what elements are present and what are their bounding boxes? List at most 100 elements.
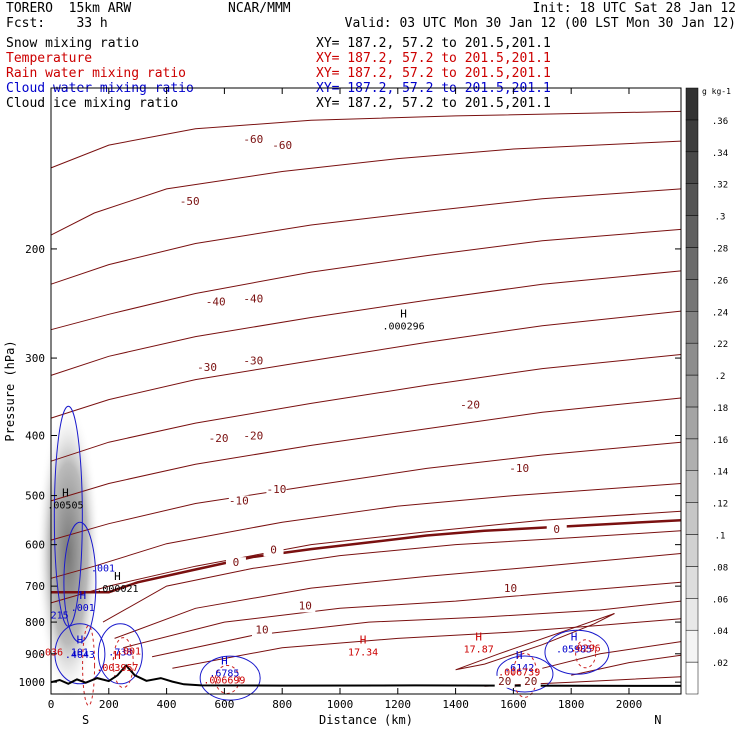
label-mask	[460, 399, 481, 412]
temperature-contour	[50, 140, 682, 236]
maximum-value: 17.34	[348, 647, 378, 658]
center-label: NCAR/MMM	[228, 1, 291, 16]
temperature-label: -30	[243, 354, 263, 367]
colorbar-cell	[685, 342, 699, 376]
label-mask	[243, 355, 264, 368]
temperature-contour	[172, 618, 682, 669]
maximum-marker: H	[77, 633, 84, 646]
temperature-contour	[542, 641, 682, 669]
maximum-marker: H	[516, 649, 523, 662]
maximum-value: .6785	[209, 669, 239, 680]
temperature-label: 10	[255, 624, 268, 637]
colorbar-cell	[685, 406, 699, 440]
x-tick-label: 2000	[616, 698, 643, 711]
endpoint-right: N	[654, 713, 661, 727]
colorbar-cell	[685, 374, 699, 408]
temperature-label: 20	[524, 675, 537, 688]
maximum-value: .001	[91, 564, 115, 575]
label-mask	[520, 675, 541, 688]
field-name: Snow mixing ratio	[6, 36, 140, 51]
maximum-value: .006699	[203, 675, 245, 686]
label-mask	[272, 140, 293, 153]
maximum-value: 101	[71, 647, 89, 658]
cloud-water-contour	[63, 521, 97, 643]
x-tick-label: 1000	[327, 698, 354, 711]
y-axis-label: Pressure (hPa)	[3, 340, 17, 441]
cloud-water-contour	[53, 405, 83, 627]
colorbar-tick-label: .36	[712, 117, 728, 127]
y-tick-label: 200	[25, 243, 45, 256]
colorbar-tick-label: .22	[712, 340, 728, 350]
maximum-value: .6142	[504, 663, 534, 674]
x-tick-label: 800	[272, 698, 292, 711]
temperature-contour	[50, 397, 682, 502]
maximum-marker: H	[571, 630, 578, 643]
colorbar-tick-label: .1	[715, 532, 726, 542]
x-tick-label: 1200	[385, 698, 412, 711]
colorbar-cell	[685, 661, 699, 695]
colorbar-cell	[685, 119, 699, 153]
y-tick-label: 800	[25, 616, 45, 629]
label-mask	[295, 600, 316, 613]
colorbar-cell	[685, 629, 699, 663]
maximum-value: .001	[117, 647, 141, 658]
temperature-label: -20	[209, 432, 229, 445]
x-tick-label: 1600	[500, 698, 527, 711]
temperature-label: -30	[197, 361, 217, 374]
init-time: Init: 18 UTC Sat 28 Jan 12	[532, 1, 737, 16]
temperature-label: -20	[460, 399, 480, 412]
temperature-contour	[50, 483, 682, 579]
y-tick-label: 1000	[19, 676, 46, 689]
temperature-contour	[50, 441, 682, 541]
label-mask	[228, 495, 249, 508]
rain-water-contour	[214, 664, 240, 694]
endpoint-left: S	[82, 713, 89, 727]
temperature-contour	[50, 510, 682, 604]
x-axis-label: Distance (km)	[319, 713, 413, 727]
colorbar-cell	[685, 311, 699, 344]
temperature-contour	[571, 654, 682, 676]
colorbar-tick-label: .28	[712, 244, 728, 254]
label-mask	[205, 296, 226, 309]
model-title: TORERO 15km ARW	[6, 1, 132, 16]
maximum-value: .006739	[498, 667, 540, 678]
temperature-contour	[50, 310, 682, 419]
temperature-label: -40	[243, 292, 263, 305]
colorbar-cell	[685, 87, 699, 121]
y-tick-label: 300	[25, 352, 45, 365]
temperature-label: 20	[498, 675, 511, 688]
valid-time: Valid: 03 UTC Mon 30 Jan 12 (00 LST Mon …	[344, 16, 736, 31]
colorbar-tick-label: .18	[712, 404, 728, 414]
x-tick-label: 200	[99, 698, 119, 711]
temperature-label: -40	[206, 296, 226, 309]
label-mask	[243, 293, 264, 306]
colorbar-cell	[685, 215, 699, 248]
label-mask	[251, 624, 272, 637]
colorbar-unit: g kg-1	[702, 87, 731, 96]
colorbar-cell	[685, 279, 699, 312]
label-mask	[243, 430, 264, 443]
colorbar-cell	[685, 183, 699, 216]
rain-water-contour	[112, 637, 134, 689]
maximum-marker: H	[114, 570, 121, 583]
temperature-label: 10	[299, 599, 312, 612]
temperature-contour	[50, 110, 682, 169]
y-tick-label: 900	[25, 648, 45, 661]
rain-water-contour	[512, 652, 538, 698]
colorbar-tick-label: .04	[712, 627, 728, 637]
field-xy: XY= 187.2, 57.2 to 201.5,201.1	[316, 66, 551, 81]
temperature-label: -60	[243, 133, 263, 146]
label-mask	[266, 483, 287, 496]
temperature-contour	[455, 613, 615, 671]
temperature-label: -10	[229, 495, 249, 508]
rain-water-contour	[575, 639, 597, 669]
colorbar-tick-label: .08	[712, 563, 728, 573]
field-xy: XY= 187.2, 57.2 to 201.5,201.1	[316, 96, 551, 111]
freezing-level-contour	[51, 518, 682, 594]
label-mask	[208, 433, 229, 446]
label-mask	[225, 557, 246, 570]
colorbar-tick-label: .12	[712, 500, 728, 510]
colorbar-tick-label: .02	[712, 659, 728, 669]
maximum-value: 215	[51, 611, 69, 622]
